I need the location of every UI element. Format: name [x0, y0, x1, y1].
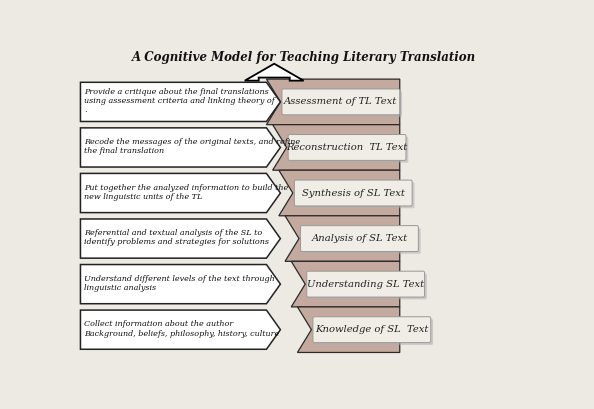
- FancyBboxPatch shape: [295, 180, 412, 206]
- FancyBboxPatch shape: [288, 135, 406, 160]
- FancyBboxPatch shape: [309, 274, 427, 299]
- Text: Collect information about the author
Background, beliefs, philosophy, history, c: Collect information about the author Bac…: [84, 320, 280, 337]
- Polygon shape: [298, 307, 400, 353]
- Text: Knowledge of SL  Text: Knowledge of SL Text: [315, 325, 428, 334]
- Polygon shape: [285, 216, 400, 261]
- FancyBboxPatch shape: [313, 317, 431, 343]
- Polygon shape: [80, 265, 280, 304]
- Polygon shape: [267, 79, 400, 125]
- Text: Analysis of SL Text: Analysis of SL Text: [311, 234, 407, 243]
- Polygon shape: [80, 173, 280, 213]
- FancyBboxPatch shape: [282, 89, 400, 115]
- Text: Understanding SL Text: Understanding SL Text: [307, 280, 424, 289]
- Polygon shape: [80, 310, 280, 349]
- Text: Recode the messages of the original texts, and refine
the final translation: Recode the messages of the original text…: [84, 138, 301, 155]
- Polygon shape: [245, 64, 304, 81]
- Polygon shape: [291, 261, 400, 307]
- Polygon shape: [80, 128, 280, 167]
- FancyBboxPatch shape: [303, 228, 421, 254]
- Polygon shape: [80, 82, 280, 121]
- Text: Understand different levels of the text through
linguistic analysis: Understand different levels of the text …: [84, 275, 275, 292]
- Text: A Cognitive Model for Teaching Literary Translation: A Cognitive Model for Teaching Literary …: [132, 52, 476, 64]
- Text: Synthesis of SL Text: Synthesis of SL Text: [302, 189, 405, 198]
- FancyBboxPatch shape: [301, 226, 418, 252]
- Polygon shape: [279, 170, 400, 216]
- Text: Reconstruction  TL Text: Reconstruction TL Text: [286, 143, 407, 152]
- FancyBboxPatch shape: [307, 271, 425, 297]
- Polygon shape: [80, 219, 280, 258]
- FancyBboxPatch shape: [285, 91, 402, 117]
- FancyBboxPatch shape: [296, 182, 415, 208]
- Polygon shape: [273, 125, 400, 170]
- Text: Referential and textual analysis of the SL to
identify problems and strategies f: Referential and textual analysis of the …: [84, 229, 269, 246]
- Text: Put together the analyzed information to build the
new linguistic units of the T: Put together the analyzed information to…: [84, 184, 289, 201]
- Text: Assessment of TL Text: Assessment of TL Text: [284, 97, 397, 106]
- FancyBboxPatch shape: [290, 137, 408, 163]
- FancyBboxPatch shape: [315, 319, 433, 345]
- Text: Provide a critique about the final translations
using assessment criteria and li: Provide a critique about the final trans…: [84, 88, 275, 115]
